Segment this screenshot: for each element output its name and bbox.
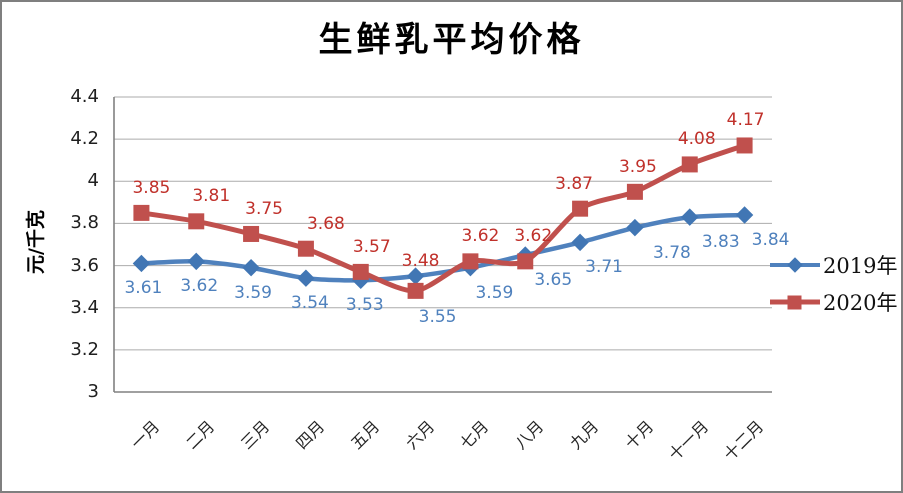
data-point-marker	[681, 156, 698, 173]
data-point-marker	[571, 233, 589, 252]
data-label: 3.61	[124, 278, 163, 299]
data-label: 3.85	[132, 177, 171, 198]
data-label: 3.59	[475, 282, 514, 303]
legend-2019-diamond-line-icon	[770, 257, 820, 273]
data-point-marker	[626, 183, 643, 200]
y-tick-label: 3.8	[70, 212, 99, 234]
y-tick-label: 3.6	[70, 254, 99, 276]
data-label: 3.57	[352, 236, 391, 257]
data-label: 3.71	[585, 257, 624, 278]
data-point-marker	[132, 254, 151, 273]
data-label: 3.75	[245, 198, 284, 219]
data-point-marker	[626, 218, 644, 237]
data-point-marker	[133, 204, 150, 221]
data-label: 3.54	[290, 293, 329, 314]
data-label: 3.84	[751, 230, 790, 250]
data-label: 3.62	[461, 226, 500, 247]
y-tick-label: 3.4	[70, 296, 99, 318]
data-label: 3.87	[555, 173, 594, 194]
data-label: 3.68	[306, 213, 345, 234]
x-tick-label: 十二月	[719, 416, 767, 465]
data-label: 3.62	[514, 226, 553, 247]
data-point-marker	[736, 137, 753, 154]
legend-label-2019: 2019年	[823, 254, 898, 278]
legend-item-2019[interactable]: 2019年	[770, 250, 897, 280]
data-point-marker	[242, 258, 260, 277]
chart-title: 生鲜乳平均价格	[318, 20, 585, 60]
y-tick-label: 4.2	[70, 128, 99, 150]
data-point-marker	[187, 252, 205, 271]
legend-2020-square-line-icon	[770, 295, 820, 310]
legend-item-2020[interactable]: 2020年	[770, 287, 897, 317]
data-label: 3.95	[618, 156, 657, 177]
data-point-marker	[462, 253, 479, 270]
data-label: 3.83	[701, 232, 740, 253]
data-point-marker	[243, 225, 260, 242]
y-tick-label: 4	[87, 170, 99, 192]
data-point-marker	[297, 269, 315, 287]
data-label: 3.81	[192, 186, 231, 207]
data-point-marker	[297, 240, 314, 257]
data-label: 3.65	[534, 270, 573, 291]
y-tick-label: 4.4	[70, 86, 99, 107]
data-point-marker	[407, 282, 424, 299]
data-label: 3.48	[401, 250, 440, 271]
data-point-marker	[735, 206, 754, 224]
legend-label-2020: 2020年	[823, 291, 898, 315]
data-label: 3.55	[418, 307, 457, 328]
data-point-marker	[517, 253, 534, 270]
data-point-marker	[572, 200, 589, 217]
data-label: 4.08	[677, 129, 716, 150]
data-label: 3.78	[652, 242, 691, 263]
data-point-marker	[681, 208, 699, 226]
data-point-marker	[188, 213, 205, 230]
data-label: 4.17	[726, 110, 765, 131]
data-label: 3.62	[180, 276, 219, 297]
data-label: 3.53	[345, 295, 384, 316]
data-point-marker	[352, 263, 369, 280]
y-tick-label: 3	[87, 381, 99, 402]
data-label: 3.59	[234, 282, 273, 303]
y-tick-label: 3.2	[70, 338, 99, 360]
